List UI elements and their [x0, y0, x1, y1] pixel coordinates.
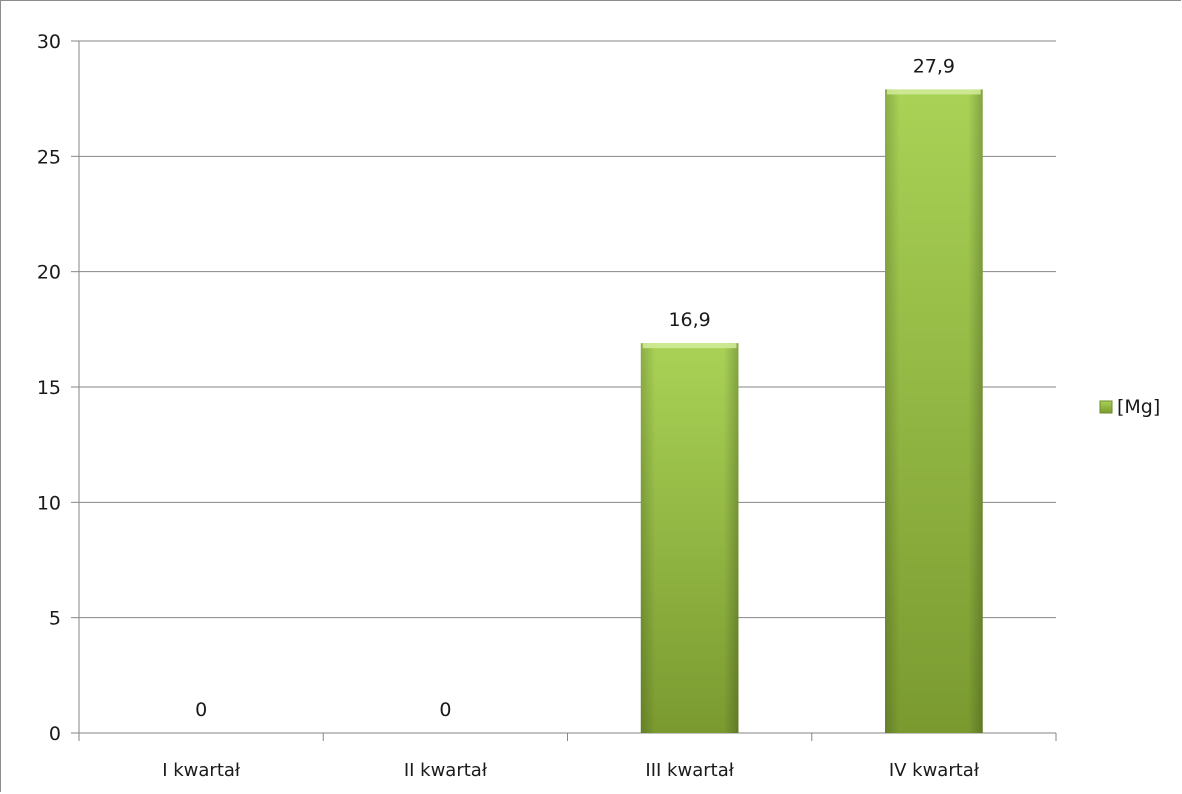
bar-shading: [640, 343, 739, 733]
y-tick-label: 10: [37, 492, 61, 514]
legend-swatch: [1099, 400, 1113, 414]
y-tick-label: 30: [37, 31, 61, 53]
bar-highlight: [887, 89, 981, 95]
x-tick-label: I kwartał: [162, 760, 241, 781]
labels: 0 5 10 15 20 25 30 I kwartał II kwartał III kwart…: [37, 31, 980, 781]
bar-highlight: [642, 343, 737, 349]
legend-label: [Mg]: [1117, 396, 1160, 418]
data-label: 16,9: [668, 309, 710, 331]
data-label: 0: [195, 699, 207, 721]
bar-shading: [885, 89, 983, 733]
y-tick-label: 5: [49, 608, 61, 630]
x-tick-label: IV kwartał: [889, 760, 980, 781]
x-tick-label: II kwartał: [404, 760, 488, 781]
y-tick-label: 25: [37, 146, 61, 168]
data-label: 27,9: [913, 55, 955, 77]
bars: [640, 89, 983, 733]
legend: [Mg]: [1099, 396, 1160, 418]
y-tick-label: 15: [37, 377, 61, 399]
x-tick-label: III kwartał: [645, 760, 734, 781]
y-tick-label: 20: [37, 262, 61, 284]
data-label: 0: [439, 699, 451, 721]
y-tick-label: 0: [49, 723, 61, 745]
